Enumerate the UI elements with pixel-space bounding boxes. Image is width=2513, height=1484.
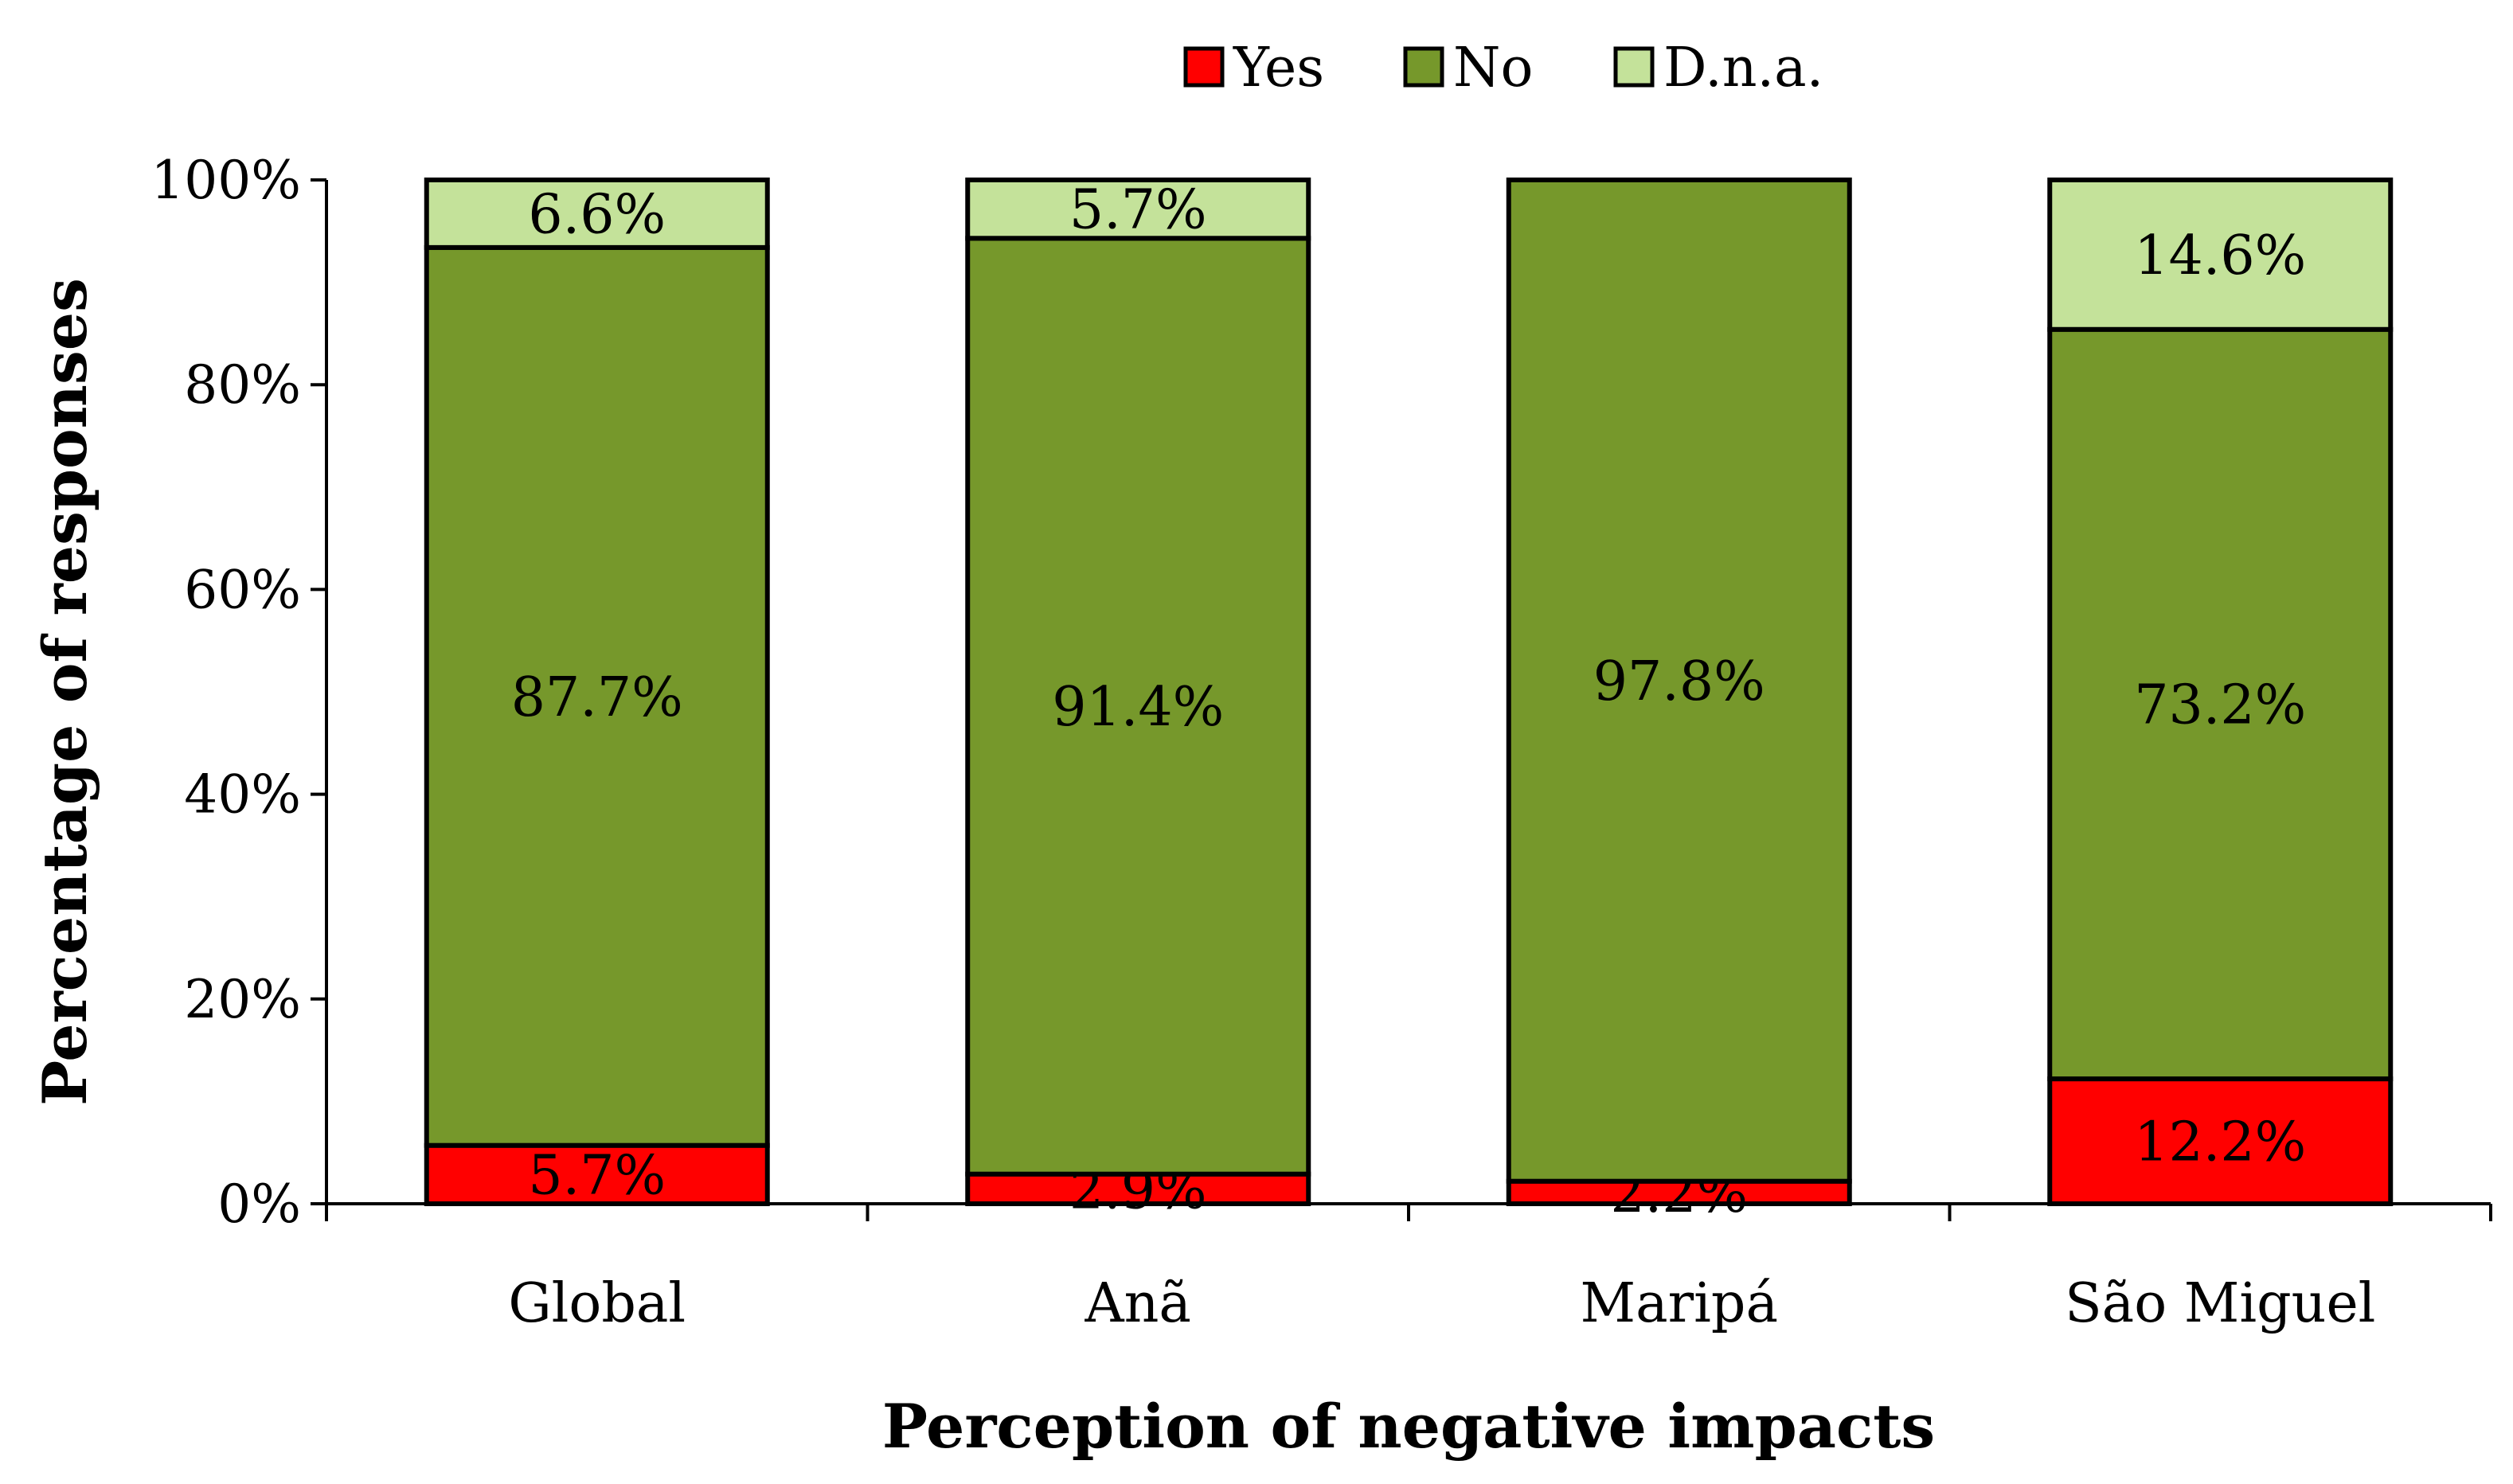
- x-category-label: Maripá: [1581, 1272, 1779, 1335]
- y-axis: 0% 20% 40% 60% 80% 100%: [150, 150, 328, 1235]
- legend-swatch-yes: [1183, 46, 1225, 88]
- legend-label-d-n-a: D.n.a.: [1663, 37, 1823, 100]
- data-label-no-sao-miguel: 73.2%: [2134, 674, 2306, 736]
- y-tick-label: 0%: [217, 1174, 301, 1235]
- bar-stack-global: 5.7% 87.7% 6.6%: [424, 178, 770, 1207]
- x-category-label: Global: [508, 1272, 686, 1335]
- x-axis: Global Anã Maripá São Miguel: [325, 1202, 2492, 1335]
- legend-item-no: No: [1403, 37, 1533, 100]
- data-label-d-n-a-ana: 5.7%: [1069, 179, 1207, 242]
- y-tick-label: 100%: [150, 150, 301, 211]
- legend-label-no: No: [1453, 37, 1533, 100]
- data-label-no-global: 87.7%: [511, 666, 683, 729]
- legend-label-yes: Yes: [1233, 37, 1324, 100]
- bar-no-maripa: [1506, 178, 1852, 1184]
- y-axis-title: Percentage of responses: [29, 278, 100, 1106]
- legend-swatch-no: [1403, 46, 1444, 88]
- legend-item-d-n-a: D.n.a.: [1613, 37, 1823, 100]
- data-label-yes-global: 5.7%: [528, 1144, 666, 1207]
- data-label-no-maripa: 97.8%: [1593, 650, 1765, 713]
- data-label-d-n-a-sao-miguel: 14.6%: [2134, 225, 2306, 287]
- bars: 5.7%87.7%6.6%2.9%91.4%5.7%2.2%97.8%12.2%…: [424, 178, 2394, 1225]
- bar-stack-ana: 2.9%91.4%5.7%: [965, 178, 1311, 1221]
- bar-d-n-a-ana: [965, 178, 1311, 241]
- bar-no-global: [424, 244, 770, 1148]
- y-tick-label: 60%: [184, 559, 301, 620]
- bar-stack-maripa: 2.2%97.8%: [1506, 178, 1852, 1225]
- y-tick-label: 20%: [184, 969, 301, 1030]
- x-category-label: Anã: [1085, 1272, 1191, 1335]
- bar-stack-sao-miguel: 12.2% 73.2% 14.6%: [2047, 178, 2394, 1207]
- data-label-yes-sao-miguel: 12.2%: [2134, 1111, 2306, 1174]
- legend: Yes No D.n.a.: [1183, 37, 1823, 100]
- bar-yes-sao-miguel: [2047, 1076, 2394, 1207]
- bar-d-n-a-global: [424, 178, 770, 250]
- bar-yes-maripa: [1506, 1178, 1852, 1207]
- bar-d-n-a-sao-miguel: [2047, 178, 2394, 332]
- data-label-no-ana: 91.4%: [1052, 676, 1224, 739]
- x-category-label: São Miguel: [2065, 1272, 2375, 1335]
- legend-swatch-d-n-a: [1613, 46, 1655, 88]
- x-axis-title: Perception of negative impacts: [882, 1391, 1935, 1462]
- y-tick-label: 80%: [184, 354, 301, 416]
- y-tick-label: 40%: [184, 764, 301, 826]
- data-label-d-n-a-global: 6.6%: [528, 183, 666, 246]
- legend-item-yes: Yes: [1183, 37, 1324, 100]
- bar-no-sao-miguel: [2047, 326, 2394, 1082]
- bar-no-ana: [965, 236, 1311, 1177]
